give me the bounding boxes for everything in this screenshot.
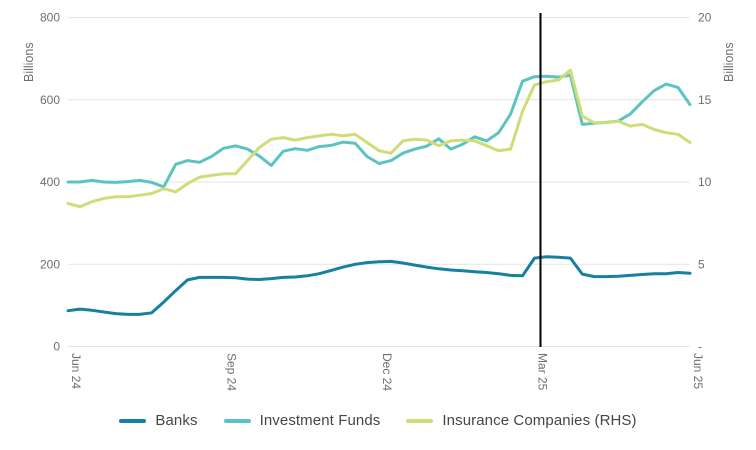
legend-label-banks: Banks	[155, 412, 198, 429]
x-axis-tick-label: Sep 24	[225, 353, 239, 391]
right-axis-tick-label: 20	[698, 11, 712, 25]
banks-line-swatch	[119, 418, 147, 423]
left-axis-tick-label: 0	[53, 340, 60, 354]
series-line-banks	[66, 255, 692, 316]
series-line-insurance-companies-rhs	[66, 68, 692, 209]
legend-label-insurance-companies: Insurance Companies (RHS)	[442, 412, 637, 429]
right-axis-tick-label: 10	[698, 175, 712, 189]
legend-label-investment-funds: Investment Funds	[259, 412, 381, 429]
investment-funds-line-swatch	[223, 418, 251, 423]
right-axis-title: Billions	[722, 42, 736, 82]
legend-item-banks[interactable]: Banks	[119, 412, 197, 429]
x-axis-tick-label: Jun 25	[691, 353, 705, 389]
left-axis-tick-label: 400	[40, 175, 60, 189]
right-axis-tick-label: 15	[698, 93, 712, 107]
right-axis-tick-label: 5	[698, 257, 705, 271]
legend-item-insurance-companies[interactable]: Insurance Companies (RHS)	[406, 412, 637, 429]
x-axis-tick-label: Dec 24	[380, 353, 394, 391]
left-axis-tick-label: 800	[40, 11, 60, 25]
insurance-companies-line-swatch	[406, 418, 434, 423]
left-axis-tick-label: 600	[40, 93, 60, 107]
chart-legend: Banks Investment Funds Insurance Compani…	[0, 412, 756, 429]
right-axis-tick-label: -	[698, 340, 702, 354]
legend-item-investment-funds[interactable]: Investment Funds	[223, 412, 381, 429]
left-axis-tick-label: 200	[40, 257, 60, 271]
x-axis-tick-label: Mar 25	[536, 353, 550, 391]
x-axis-tick-label: Jun 24	[69, 353, 83, 389]
left-axis-title: Billions	[22, 42, 36, 82]
series-line-investment-funds	[66, 73, 692, 189]
